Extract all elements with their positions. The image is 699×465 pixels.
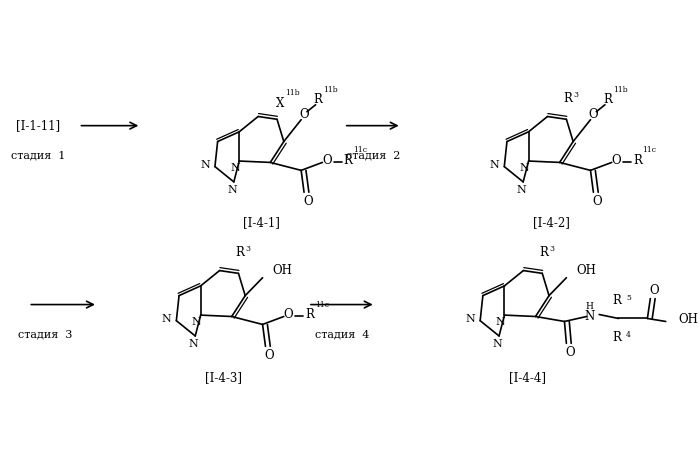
Text: O: O	[612, 154, 621, 167]
Text: OH: OH	[678, 313, 698, 326]
Text: 11c: 11c	[315, 300, 329, 309]
Text: N: N	[192, 317, 202, 327]
Text: R: R	[305, 308, 314, 321]
Text: [I-4-4]: [I-4-4]	[509, 371, 545, 384]
Text: 11b: 11b	[284, 89, 299, 97]
Text: 11c: 11c	[642, 146, 656, 154]
Text: R: R	[612, 293, 621, 306]
Text: [I-4-2]: [I-4-2]	[533, 217, 570, 230]
Text: O: O	[589, 108, 598, 121]
Text: R: R	[612, 332, 621, 345]
Text: OH: OH	[272, 264, 292, 277]
Text: N: N	[231, 163, 240, 173]
Text: R: R	[540, 246, 548, 259]
Text: 3: 3	[573, 92, 578, 100]
Text: O: O	[299, 108, 309, 121]
Text: 11c: 11c	[353, 146, 367, 154]
Text: [I-4-3]: [I-4-3]	[205, 371, 242, 384]
Text: N: N	[584, 310, 595, 323]
Text: O: O	[284, 308, 294, 321]
Text: R: R	[236, 246, 245, 259]
Text: R: R	[563, 93, 572, 106]
Text: N: N	[189, 339, 199, 349]
Text: R: R	[633, 154, 642, 167]
Text: N: N	[490, 159, 500, 170]
Text: 3: 3	[245, 246, 250, 253]
Text: O: O	[322, 154, 332, 167]
Text: O: O	[264, 349, 274, 362]
Text: O: O	[649, 284, 659, 297]
Text: R: R	[314, 93, 322, 106]
Text: N: N	[520, 163, 530, 173]
Text: O: O	[565, 346, 575, 359]
Text: 5: 5	[626, 293, 631, 302]
Text: N: N	[496, 317, 505, 327]
Text: OH: OH	[576, 264, 596, 277]
Text: N: N	[162, 314, 171, 324]
Text: стадия  4: стадия 4	[315, 329, 369, 339]
Text: 3: 3	[549, 246, 554, 253]
Text: 11b: 11b	[613, 86, 627, 94]
Text: R: R	[603, 93, 612, 106]
Text: N: N	[492, 339, 502, 349]
Text: стадия  3: стадия 3	[17, 329, 72, 339]
Text: N: N	[517, 185, 526, 195]
Text: H: H	[586, 302, 593, 311]
Text: 11b: 11b	[324, 86, 338, 94]
Text: O: O	[303, 195, 312, 208]
Text: N: N	[466, 314, 475, 324]
Text: O: O	[593, 195, 602, 208]
Text: X: X	[276, 97, 284, 110]
Text: N: N	[227, 185, 237, 195]
Text: [I-4-1]: [I-4-1]	[243, 217, 280, 230]
Text: N: N	[201, 159, 210, 170]
Text: 4: 4	[626, 332, 631, 339]
Text: [I-1-11]: [I-1-11]	[16, 119, 60, 132]
Text: R: R	[344, 154, 352, 167]
Text: стадия  1: стадия 1	[11, 151, 65, 160]
Text: стадия  2: стадия 2	[345, 151, 400, 160]
